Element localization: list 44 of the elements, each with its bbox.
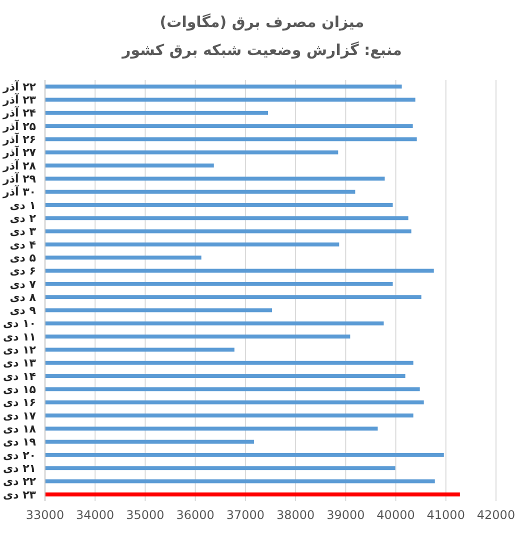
y-tick-label: ۲۰ دی [3,448,36,462]
x-tick-label: 34000 [76,508,114,522]
chart-subtitle: منبع: گزارش وضعیت شبکه برق کشور [121,41,402,59]
y-tick-label: ۲۷ آذر [2,145,36,160]
y-tick-label: ۲۳ آذر [2,92,36,107]
x-tick-label: 39000 [326,508,365,522]
chart-title: میزان مصرف برق (مگاوات) [160,13,364,31]
y-tick-label: ۲۳ دی [3,488,36,502]
x-tick-label: 33000 [26,508,64,522]
y-tick-label: ۵ دی [10,251,36,264]
x-tick-label: 42000 [476,508,516,522]
y-tick-label: ۸ دی [10,290,36,304]
x-tick-label: 35000 [126,508,164,522]
y-tick-label: ۲۸ آذر [2,158,36,172]
y-tick-label: ۱۴ دی [3,370,36,383]
y-tick-label: ۱۷ دی [3,409,36,422]
y-tick-label: ۳۰ آذر [2,184,36,199]
y-tick-label: ۱۹ دی [3,436,36,449]
y-tick-label: ۳ دی [10,225,36,238]
y-tick-label: ۲۵ آذر [2,118,36,133]
y-tick-label: ۱۸ دی [3,422,36,436]
y-tick-label: ۲۶ آذر [2,132,36,146]
y-tick-label: ۱۶ دی [3,396,36,410]
x-tick-label: 41000 [426,508,465,522]
y-tick-label: ۲ دی [10,212,36,225]
y-tick-label: ۱۵ دی [3,383,36,396]
y-tick-label: ۴ دی [10,238,36,252]
x-tick-label: 40000 [376,508,415,522]
y-tick-label: ۲۲ آذر [2,79,36,94]
y-tick-label: ۷ دی [10,278,36,291]
x-tick-label: 36000 [176,508,214,522]
y-tick-label: ۲۹ آذر [2,172,36,186]
y-tick-label: ۲۴ آذر [2,106,36,120]
y-tick-label: ۱۱ دی [3,330,36,344]
y-tick-label: ۱۰ دی [3,317,36,330]
y-tick-label: ۶ دی [10,264,36,278]
x-tick-label: 38000 [276,508,315,522]
y-tick-label: ۱۳ دی [3,356,36,370]
y-tick-label: ۲۱ دی [3,462,36,475]
y-tick-label: ۱۲ دی [3,344,36,357]
y-tick-label: ۹ دی [10,304,36,318]
y-tick-label: ۱ دی [10,198,36,212]
x-tick-label: 37000 [226,508,265,522]
y-tick-label: ۲۲ دی [3,475,36,488]
